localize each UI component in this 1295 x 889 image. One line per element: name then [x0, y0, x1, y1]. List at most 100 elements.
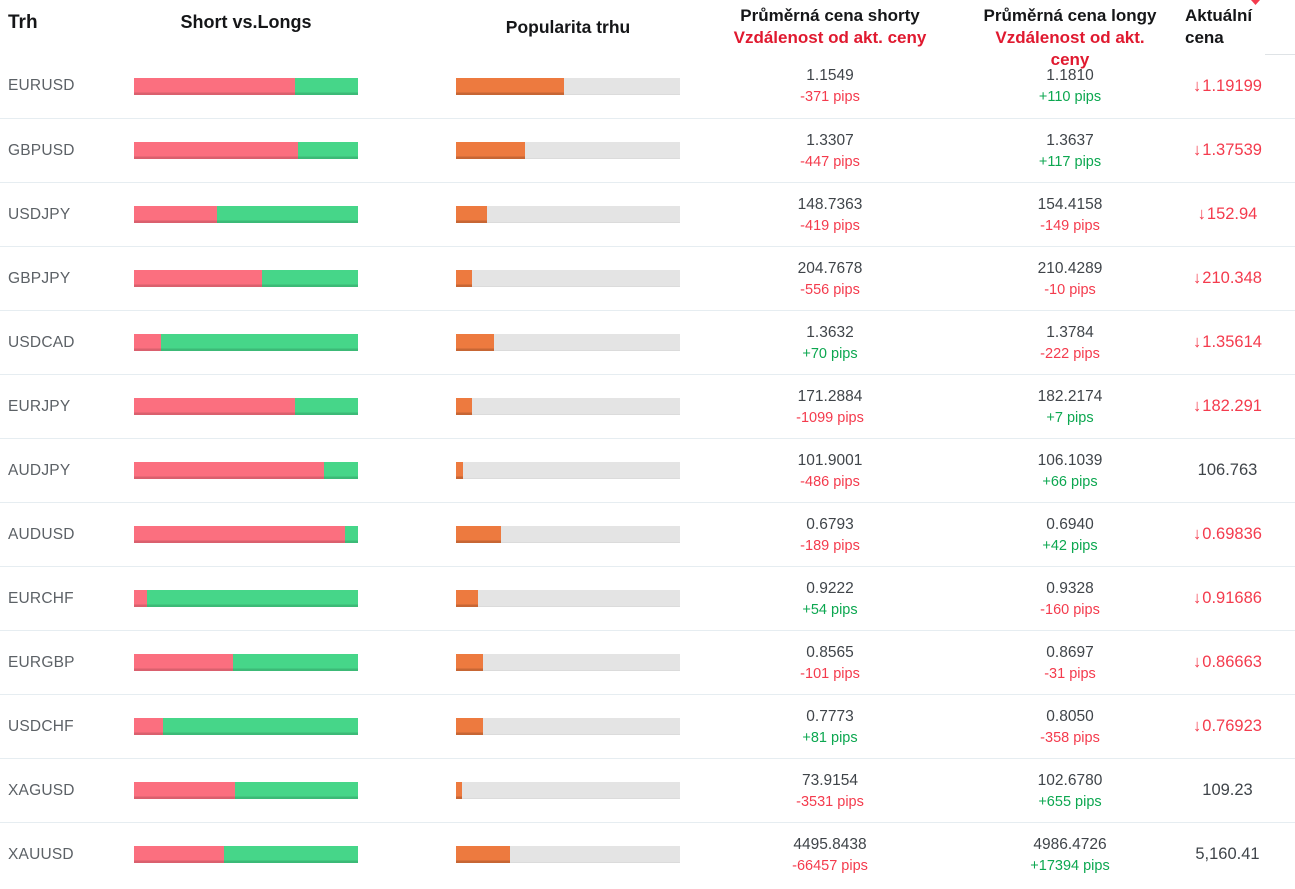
market-label: EURJPY: [8, 397, 71, 415]
long-avg-price: 1.3784: [1046, 323, 1094, 341]
header-long-price: Průměrná cena longy Vzdálenost od akt. c…: [980, 0, 1160, 71]
popularity-bar-fill: [456, 142, 526, 159]
popularity-bar-track: [456, 462, 680, 479]
market-label: XAUUSD: [8, 845, 74, 863]
short-distance-pips: -189 pips: [800, 537, 860, 554]
table-row[interactable]: EURGBP 0.8565 -101 pips 0.8697 -31 pips …: [0, 630, 1295, 694]
table-row[interactable]: XAUUSD 4495.8438 -66457 pips 4986.4726 +…: [0, 822, 1295, 886]
popularity-bar-fill: [456, 526, 501, 543]
popularity-bar-track: [456, 142, 680, 159]
short-avg-price: 0.8565: [806, 643, 854, 661]
current-price-wrap: ↓0.86663: [1193, 653, 1262, 671]
short-bar-segment: [134, 654, 233, 671]
long-avg-price: 4986.4726: [1033, 835, 1107, 853]
table-row[interactable]: GBPJPY 204.7678 -556 pips 210.4289 -10 p…: [0, 246, 1295, 310]
price-down-arrow-icon: ↓: [1197, 205, 1206, 223]
long-bar-segment: [147, 590, 358, 607]
long-bar-segment: [160, 334, 358, 351]
short-vs-long-bar: [134, 526, 358, 543]
current-price-wrap: ↓1.37539: [1193, 141, 1262, 159]
long-avg-price: 0.6940: [1046, 515, 1094, 533]
short-bar-segment: [134, 142, 298, 159]
popularity-bar-fill: [456, 782, 462, 799]
long-avg-price: 102.6780: [1037, 771, 1103, 789]
price-down-arrow-icon: ↓: [1193, 525, 1202, 543]
price-down-arrow-icon: ↓: [1193, 397, 1202, 415]
short-vs-long-bar: [134, 718, 358, 735]
short-vs-long-bar: [134, 142, 358, 159]
popularity-bar-track: [456, 654, 680, 671]
short-avg-price: 171.2884: [797, 387, 863, 405]
short-distance-pips: +70 pips: [802, 345, 858, 362]
current-price: 0.86663: [1202, 653, 1262, 671]
header-short-price-line1: Průměrná cena shorty: [740, 6, 920, 25]
market-label: EURGBP: [8, 653, 75, 671]
current-price-wrap: ↓106.763: [1198, 461, 1258, 479]
header-current-line2: cena: [1185, 28, 1224, 47]
long-distance-pips: +42 pips: [1042, 537, 1098, 554]
popularity-bar-track: [456, 590, 680, 607]
popularity-bar-fill: [456, 718, 483, 735]
table-row[interactable]: AUDUSD 0.6793 -189 pips 0.6940 +42 pips …: [0, 502, 1295, 566]
popularity-bar-track: [456, 206, 680, 223]
current-price: 0.91686: [1202, 589, 1262, 607]
short-avg-price: 148.7363: [797, 195, 863, 213]
popularity-bar-fill: [456, 590, 479, 607]
current-price-wrap: ↓5,160.41: [1195, 845, 1259, 863]
table-row[interactable]: XAGUSD 73.9154 -3531 pips 102.6780 +655 …: [0, 758, 1295, 822]
long-distance-pips: +110 pips: [1038, 89, 1102, 105]
long-distance-pips: -149 pips: [1040, 217, 1100, 234]
short-distance-pips: -101 pips: [800, 665, 860, 682]
short-vs-long-bar: [134, 590, 358, 607]
long-avg-price: 106.1039: [1037, 451, 1103, 469]
price-down-arrow-icon: ↓: [1193, 269, 1202, 287]
long-avg-price: 154.4158: [1037, 195, 1103, 213]
short-bar-segment: [134, 398, 296, 415]
long-distance-pips: -358 pips: [1040, 729, 1100, 746]
header-current-price: Aktuální cena: [1160, 0, 1295, 49]
short-distance-pips: -66457 pips: [792, 857, 868, 874]
short-bar-segment: [134, 718, 164, 735]
long-bar-segment: [232, 654, 358, 671]
table-header: Trh Short vs.Longs Popularita trhu Průmě…: [0, 0, 1295, 69]
market-label: GBPJPY: [8, 269, 71, 287]
table-row[interactable]: USDCHF 0.7773 +81 pips 0.8050 -358 pips …: [0, 694, 1295, 758]
popularity-bar-fill: [456, 398, 472, 415]
table-row[interactable]: EURUSD 1.1549 -371 pips 1.1810 +110 pips…: [0, 54, 1295, 118]
table-row[interactable]: USDJPY 148.7363 -419 pips 154.4158 -149 …: [0, 182, 1295, 246]
current-price-wrap: ↓0.76923: [1193, 717, 1262, 735]
popularity-bar-fill: [456, 77, 564, 95]
popularity-bar-fill: [456, 206, 488, 223]
clipped-down-arrow-icon: [1251, 0, 1260, 5]
market-label: GBPUSD: [8, 141, 75, 159]
current-price-wrap: ↓0.69836: [1193, 525, 1262, 543]
table-row[interactable]: EURCHF 0.9222 +54 pips 0.9328 -160 pips …: [0, 566, 1295, 630]
table-row[interactable]: USDCAD 1.3632 +70 pips 1.3784 -222 pips …: [0, 310, 1295, 374]
short-avg-price: 4495.8438: [793, 835, 867, 853]
market-label: AUDJPY: [8, 461, 71, 479]
short-bar-segment: [134, 526, 345, 543]
long-distance-pips: +7 pips: [1046, 409, 1094, 426]
long-distance-pips: -31 pips: [1044, 665, 1096, 682]
current-price: 109.23: [1202, 781, 1253, 799]
current-price-wrap: ↓182.291: [1193, 397, 1262, 415]
current-price: 0.76923: [1202, 717, 1262, 735]
header-market: Trh: [8, 12, 38, 33]
current-price-wrap: ↓1.35614: [1193, 333, 1262, 351]
table-row[interactable]: EURJPY 171.2884 -1099 pips 182.2174 +7 p…: [0, 374, 1295, 438]
short-vs-long-bar: [134, 846, 358, 863]
current-price: 0.69836: [1202, 525, 1262, 543]
short-avg-price: 0.6793: [806, 515, 854, 533]
long-distance-pips: +655 pips: [1038, 793, 1102, 810]
market-label: USDCHF: [8, 717, 74, 735]
price-down-arrow-icon: ↓: [1193, 333, 1202, 351]
current-price-wrap: ↓1.19199: [1193, 77, 1262, 95]
popularity-bar-fill: [456, 462, 463, 479]
table-row[interactable]: AUDJPY 101.9001 -486 pips 106.1039 +66 p…: [0, 438, 1295, 502]
long-avg-price: 1.3637: [1046, 131, 1094, 149]
table-row[interactable]: GBPUSD 1.3307 -447 pips 1.3637 +117 pips…: [0, 118, 1295, 182]
header-short-price: Průměrná cena shorty Vzdálenost od akt. …: [680, 0, 980, 49]
long-distance-pips: +17394 pips: [1030, 857, 1110, 874]
market-label: EURUSD: [8, 77, 75, 94]
short-avg-price: 1.1549: [806, 67, 854, 84]
